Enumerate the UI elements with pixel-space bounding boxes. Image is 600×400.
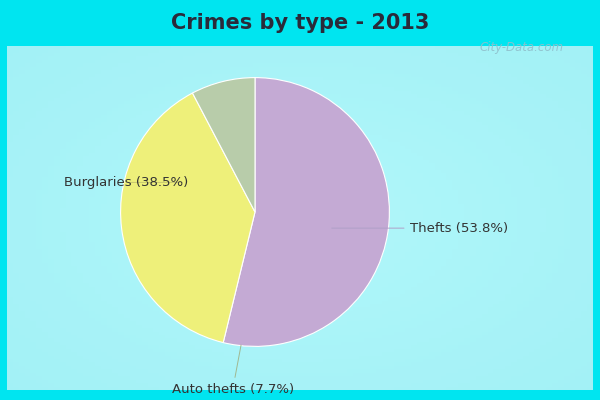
Text: Crimes by type - 2013: Crimes by type - 2013: [171, 13, 429, 33]
Wedge shape: [193, 78, 255, 212]
Text: Auto thefts (7.7%): Auto thefts (7.7%): [172, 345, 294, 396]
Wedge shape: [121, 93, 255, 342]
Text: Burglaries (38.5%): Burglaries (38.5%): [64, 176, 188, 189]
Wedge shape: [223, 78, 389, 346]
Text: Thefts (53.8%): Thefts (53.8%): [332, 222, 508, 235]
Text: City-Data.com: City-Data.com: [480, 42, 564, 54]
